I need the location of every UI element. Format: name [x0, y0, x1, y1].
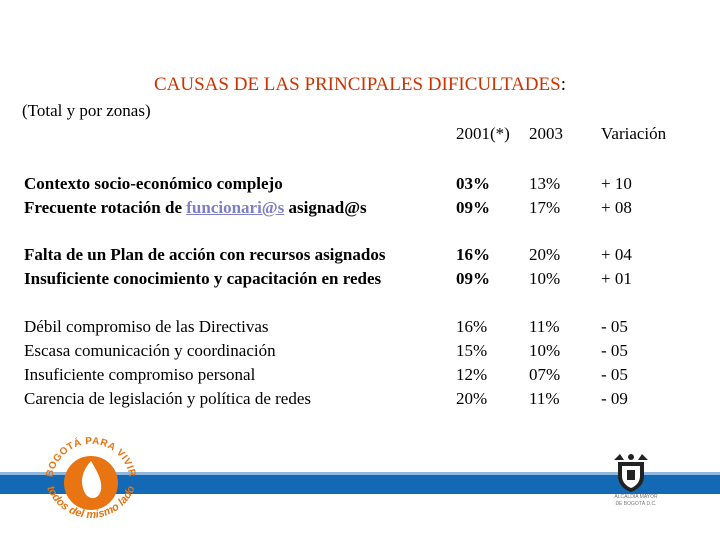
- group-3-2003: 11% 10% 07% 11%: [529, 315, 560, 411]
- value-variation: + 01: [601, 269, 632, 288]
- group-1-2001: 03% 09%: [456, 172, 490, 220]
- value-2001: 16%: [456, 245, 490, 264]
- value-2001: 20%: [456, 389, 488, 408]
- value-2003: 10%: [529, 269, 561, 288]
- page-title-text: CAUSAS DE LAS PRINCIPALES DIFICULTADES: [154, 74, 561, 95]
- row-label: Escasa comunicación y coordinación: [24, 341, 276, 360]
- value-variation: - 05: [601, 317, 628, 336]
- row-label: Débil compromiso de las Directivas: [24, 317, 269, 336]
- value-2003: 17%: [529, 198, 561, 217]
- value-variation: + 10: [601, 174, 632, 193]
- footer-band: [0, 472, 720, 494]
- seal-caption: ALCALDÍA MAYOR DE BOGOTÁ D.C.: [596, 494, 676, 508]
- value-variation: - 09: [601, 389, 628, 408]
- value-2001: 09%: [456, 269, 490, 288]
- group-2-2001: 16% 09%: [456, 243, 490, 291]
- seal-caption-line: DE BOGOTÁ D.C.: [615, 501, 657, 507]
- value-2001: 15%: [456, 341, 488, 360]
- value-2003: 11%: [529, 317, 560, 336]
- row-label-part: Frecuente rotación de: [24, 198, 187, 217]
- group-1-2003: 13% 17%: [529, 172, 560, 220]
- row-label: Insuficiente conocimiento y capacitación…: [24, 269, 382, 288]
- row-label: Insuficiente compromiso personal: [24, 365, 256, 384]
- value-2001: 09%: [456, 198, 490, 217]
- row-label: Falta de un Plan de acción con recursos …: [24, 245, 386, 264]
- row-label-part: asignad@s: [284, 198, 367, 217]
- value-variation: - 05: [601, 341, 628, 360]
- row-label: Carencia de legislación y política de re…: [24, 389, 311, 408]
- row-label: Contexto socio-económico complejo: [24, 174, 283, 193]
- footer-band-stripe: [0, 472, 720, 475]
- value-2001: 16%: [456, 317, 488, 336]
- page-title-colon: :: [560, 74, 566, 95]
- value-2003: 07%: [529, 365, 561, 384]
- value-2001: 12%: [456, 365, 488, 384]
- value-2003: 10%: [529, 341, 561, 360]
- group-2-2003: 20% 10%: [529, 243, 560, 291]
- row-label: Frecuente rotación de funcionari@s asign…: [24, 196, 367, 220]
- value-2003: 11%: [529, 389, 560, 408]
- value-2003: 13%: [529, 174, 561, 193]
- seal-caption-line: ALCALDÍA MAYOR: [614, 494, 658, 500]
- page-title: CAUSAS DE LAS PRINCIPALES DIFICULTADES:: [0, 74, 720, 96]
- group-2-labels: Falta de un Plan de acción con recursos …: [24, 243, 385, 291]
- funcionarios-link[interactable]: funcionari@s: [186, 198, 285, 217]
- coat-of-arms-icon: [614, 454, 648, 492]
- value-2001: 03%: [456, 174, 490, 193]
- value-variation: + 04: [601, 245, 632, 264]
- group-3-variation: - 05 - 05 - 05 - 09: [601, 315, 628, 411]
- value-2003: 20%: [529, 245, 561, 264]
- group-1-variation: + 10 + 08: [601, 172, 632, 220]
- value-variation: - 05: [601, 365, 628, 384]
- group-2-variation: + 04 + 01: [601, 243, 632, 291]
- header-2001: 2001(*): [456, 124, 510, 143]
- group-1-labels: Contexto socio-económico complejo Frecue…: [24, 172, 367, 220]
- group-3-labels: Débil compromiso de las Directivas Escas…: [24, 315, 311, 411]
- header-2003: 2003: [529, 124, 563, 143]
- bogota-logo-icon: BOGOTÁ PARA VIVIR todos del mismo lado: [44, 435, 138, 521]
- header-variation: Variación: [601, 124, 667, 143]
- group-3-2001: 16% 15% 12% 20%: [456, 315, 487, 411]
- value-variation: + 08: [601, 198, 632, 217]
- page-subtitle: (Total y por zonas): [22, 101, 151, 120]
